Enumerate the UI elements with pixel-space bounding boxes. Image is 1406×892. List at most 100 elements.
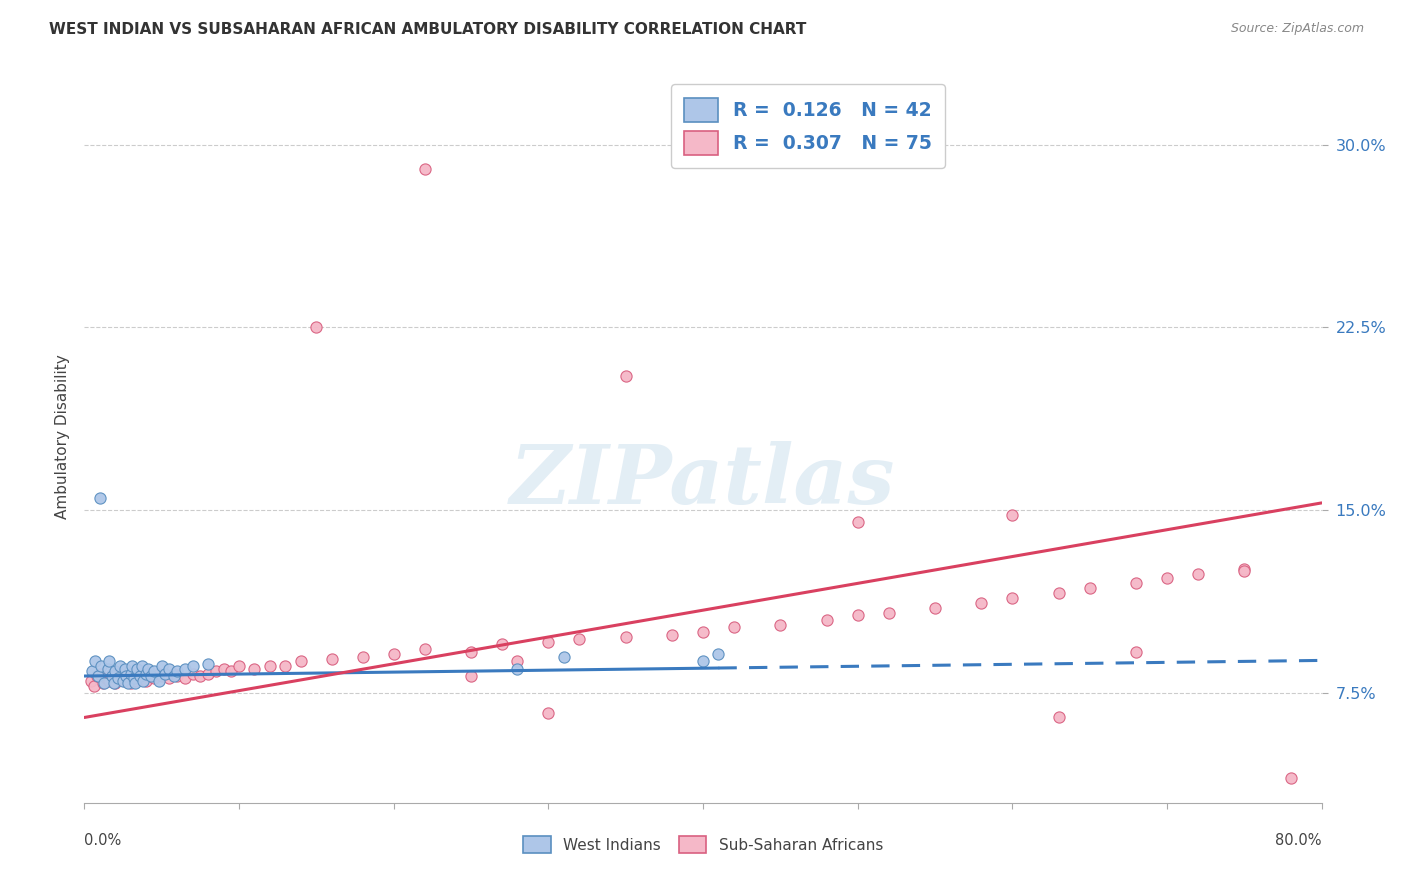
- Point: [769, 617, 792, 632]
- Point: [96, 662, 118, 676]
- Point: [98, 654, 121, 668]
- Point: [153, 666, 176, 681]
- Point: [970, 596, 993, 610]
- Point: [101, 669, 124, 683]
- Point: [159, 662, 180, 676]
- Point: [661, 627, 683, 641]
- Text: ZIPatlas: ZIPatlas: [510, 441, 896, 521]
- Point: [506, 654, 529, 668]
- Point: [188, 669, 211, 683]
- Point: [84, 654, 107, 668]
- Point: [568, 632, 591, 647]
- Text: 0.0%: 0.0%: [84, 833, 121, 848]
- Point: [163, 669, 186, 683]
- Point: [1001, 508, 1024, 522]
- Point: [1156, 572, 1178, 586]
- Point: [166, 664, 188, 678]
- Point: [846, 516, 869, 530]
- Point: [143, 664, 166, 678]
- Text: WEST INDIAN VS SUBSAHARAN AFRICAN AMBULATORY DISABILITY CORRELATION CHART: WEST INDIAN VS SUBSAHARAN AFRICAN AMBULA…: [49, 22, 807, 37]
- Point: [1125, 576, 1147, 591]
- Point: [537, 635, 560, 649]
- Point: [94, 672, 117, 686]
- Point: [1187, 566, 1209, 581]
- Point: [122, 672, 145, 686]
- Point: [553, 649, 575, 664]
- Point: [692, 625, 714, 640]
- Point: [104, 664, 127, 678]
- Point: [86, 669, 108, 683]
- Point: [115, 669, 138, 683]
- Point: [290, 654, 312, 668]
- Point: [1233, 562, 1256, 576]
- Point: [537, 706, 560, 720]
- Point: [132, 673, 155, 688]
- Point: [352, 649, 374, 664]
- Point: [129, 666, 152, 681]
- Y-axis label: Ambulatory Disability: Ambulatory Disability: [55, 355, 70, 519]
- Point: [83, 679, 105, 693]
- Point: [121, 659, 143, 673]
- Point: [506, 662, 529, 676]
- Point: [150, 669, 173, 683]
- Point: [181, 666, 204, 681]
- Point: [846, 608, 869, 623]
- Point: [131, 659, 153, 673]
- Point: [174, 662, 197, 676]
- Point: [877, 606, 900, 620]
- Point: [148, 673, 170, 688]
- Point: [1125, 645, 1147, 659]
- Point: [136, 662, 159, 676]
- Point: [205, 664, 228, 678]
- Point: [1233, 564, 1256, 578]
- Point: [166, 669, 188, 683]
- Point: [1047, 710, 1070, 724]
- Point: [614, 630, 637, 644]
- Point: [413, 642, 436, 657]
- Point: [197, 657, 219, 671]
- Point: [692, 654, 714, 668]
- Point: [614, 369, 637, 384]
- Point: [87, 669, 110, 683]
- Point: [89, 666, 111, 681]
- Point: [1279, 772, 1302, 786]
- Point: [138, 669, 160, 683]
- Point: [723, 620, 745, 634]
- Point: [174, 672, 197, 686]
- Point: [413, 161, 436, 176]
- Point: [120, 676, 142, 690]
- Point: [924, 600, 946, 615]
- Point: [150, 659, 173, 673]
- Point: [125, 673, 148, 688]
- Point: [305, 320, 328, 334]
- Point: [243, 662, 266, 676]
- Point: [1047, 586, 1070, 600]
- Point: [107, 672, 129, 686]
- Point: [163, 666, 186, 681]
- Legend: West Indians, Sub-Saharan Africans: West Indians, Sub-Saharan Africans: [516, 828, 890, 861]
- Point: [197, 666, 219, 681]
- Point: [460, 645, 482, 659]
- Point: [321, 652, 343, 666]
- Point: [120, 666, 142, 681]
- Point: [228, 659, 250, 673]
- Point: [382, 647, 405, 661]
- Point: [274, 659, 297, 673]
- Point: [815, 613, 838, 627]
- Point: [460, 669, 482, 683]
- Point: [491, 637, 513, 651]
- Point: [139, 669, 162, 683]
- Point: [707, 647, 730, 661]
- Point: [114, 673, 136, 688]
- Point: [114, 662, 136, 676]
- Point: [91, 676, 114, 690]
- Point: [124, 676, 146, 690]
- Point: [117, 676, 139, 690]
- Point: [181, 659, 204, 673]
- Point: [108, 659, 131, 673]
- Point: [135, 666, 157, 681]
- Point: [1001, 591, 1024, 605]
- Text: 80.0%: 80.0%: [1275, 833, 1322, 848]
- Point: [122, 672, 145, 686]
- Point: [112, 673, 135, 688]
